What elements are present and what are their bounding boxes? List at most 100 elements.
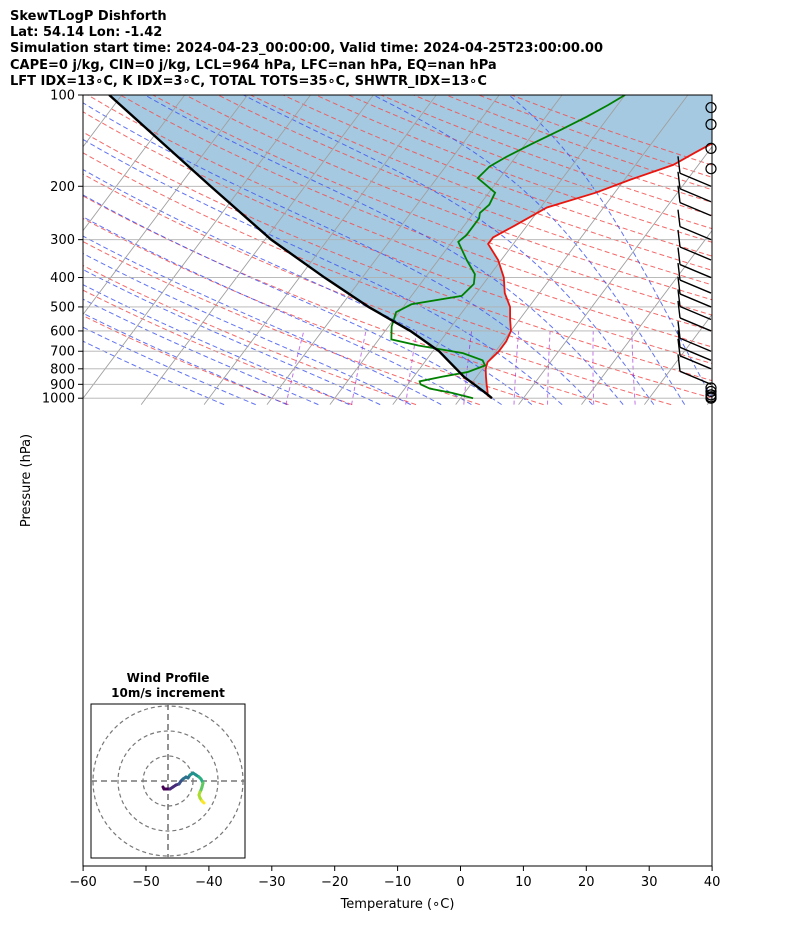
barb-flag (677, 229, 681, 248)
barb-flag (677, 276, 681, 295)
isotherm (392, 95, 626, 405)
barb-shaft (679, 370, 712, 385)
moist-adiabat (83, 102, 593, 405)
x-tick-label: −50 (132, 875, 159, 890)
y-tick-label: 800 (50, 362, 75, 377)
y-axis-label: Pressure (hPa) (19, 434, 34, 527)
mixing-ratio-line (592, 330, 595, 405)
isotherm (644, 313, 712, 405)
isotherm (83, 95, 248, 316)
y-tick-label: 300 (50, 233, 75, 248)
dry-adiabat (87, 95, 712, 348)
barb-flag (677, 209, 681, 227)
isotherm (83, 95, 311, 400)
calm-wind-marker (705, 142, 717, 154)
isotherm (455, 95, 689, 405)
y-tick-label: 1000 (42, 392, 75, 407)
dewpoint-line (390, 95, 626, 400)
dry-adiabat (83, 152, 712, 399)
barb-shaft (679, 346, 712, 361)
mixing-ratio-line (631, 330, 636, 405)
wind-barb (677, 330, 712, 361)
dry-adiabat (120, 95, 712, 332)
barb-flag (677, 171, 681, 189)
x-tick-label: −10 (384, 875, 411, 890)
calm-wind-marker (705, 163, 717, 175)
barb-shaft (679, 188, 712, 203)
calm-wind-marker (705, 385, 717, 398)
calm-wind-marker (705, 118, 717, 130)
dry-adiabat (83, 315, 289, 406)
x-tick-label: 20 (578, 875, 595, 890)
y-tick-label: 100 (50, 89, 75, 104)
moist-adiabat (83, 235, 442, 406)
moist-adiabat (83, 138, 563, 405)
wind-barb (677, 354, 712, 385)
chart-title: SkewTLogP Dishforth (10, 9, 167, 24)
hodograph-segment (200, 799, 206, 805)
hodograph-subtitle: 10m/s increment (111, 686, 225, 700)
barb-shaft (679, 226, 712, 241)
x-tick-label: 40 (704, 875, 721, 890)
wind-barb (677, 229, 712, 261)
wind-barb (677, 321, 712, 352)
barb-flag (677, 338, 681, 356)
moist-adiabat (83, 216, 472, 406)
time-line: Simulation start time: 2024-04-23_00:00:… (10, 41, 603, 56)
dry-adiabat (250, 95, 712, 271)
moist-adiabat (83, 168, 533, 406)
isotherm (581, 229, 712, 405)
x-tick-label: 30 (641, 875, 658, 890)
barb-flag (677, 354, 681, 372)
calm-wind-marker (705, 382, 717, 394)
moist-adiabat (83, 312, 288, 406)
barb-shaft (679, 337, 712, 352)
mixing-ratio-line (513, 330, 520, 405)
barb-flag (677, 156, 681, 174)
dry-adiabat (83, 111, 712, 365)
x-tick-label: −20 (321, 875, 348, 890)
dry-adiabat (83, 241, 480, 406)
calm-wind-marker (705, 389, 717, 401)
index-line: LFT IDX=13∘C, K IDX=3∘C, TOTAL TOTS=35∘C… (10, 74, 487, 89)
location-line: Lat: 54.14 Lon: -1.42 (10, 25, 163, 40)
x-tick-label: 10 (515, 875, 532, 890)
isotherm (140, 95, 374, 405)
dry-adiabat (83, 195, 608, 406)
x-tick-label: −40 (195, 875, 222, 890)
background-lines (83, 95, 712, 406)
moist-adiabat (373, 95, 686, 405)
moist-adiabat (83, 268, 381, 406)
wind-barb (677, 209, 712, 241)
dry-adiabat (185, 95, 712, 301)
barb-shaft (679, 317, 712, 332)
mixing-ratio-line (351, 330, 367, 405)
barb-flag (677, 247, 681, 265)
moist-adiabat (243, 95, 655, 405)
moist-adiabat (144, 95, 624, 405)
x-axis-label: Temperature (∘C) (340, 897, 455, 912)
hodograph-ring (117, 730, 219, 832)
x-tick-label: 0 (456, 875, 464, 890)
barb-shaft (679, 263, 712, 279)
parcel-line (108, 95, 493, 400)
isotherm (266, 95, 500, 405)
y-tick-label: 700 (50, 345, 75, 360)
barb-flag (677, 289, 681, 307)
barb-shaft (679, 355, 712, 370)
wind-barbs (677, 101, 717, 404)
wind-barb (677, 338, 712, 370)
barb-shaft (679, 246, 712, 261)
x-tick-label: −60 (69, 875, 96, 890)
isotherm (203, 95, 437, 405)
hodograph-title: Wind Profile (127, 671, 210, 685)
wind-barb (677, 185, 712, 217)
y-tick-label: 400 (50, 271, 75, 286)
y-tick-label: 500 (50, 300, 75, 315)
y-tick-label: 600 (50, 324, 75, 339)
mixing-ratio-line (547, 330, 551, 405)
temperature-line (484, 142, 712, 399)
